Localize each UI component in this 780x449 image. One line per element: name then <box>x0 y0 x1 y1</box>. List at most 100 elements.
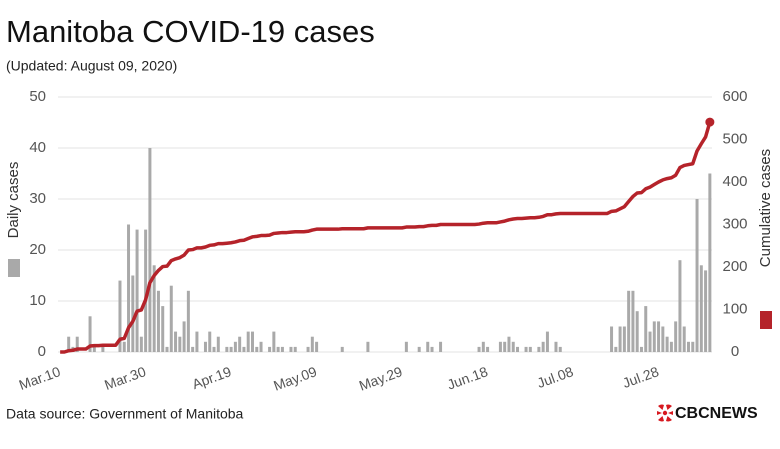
bar <box>203 341 207 352</box>
bar <box>545 331 549 352</box>
source: Data source: Government of Manitoba <box>6 406 244 422</box>
bar <box>622 326 626 352</box>
bar <box>686 341 690 352</box>
bar <box>75 336 79 352</box>
bar <box>618 326 622 352</box>
bar <box>186 290 190 352</box>
y-tick-label: 30 <box>29 190 46 207</box>
bar <box>127 224 131 352</box>
bar <box>366 341 370 352</box>
bar <box>195 331 199 352</box>
bar <box>537 346 541 352</box>
bar <box>682 326 686 352</box>
bar <box>144 229 148 352</box>
bar <box>165 346 169 352</box>
bar <box>255 346 259 352</box>
axis-title: Daily cases <box>5 162 22 239</box>
bar <box>156 290 160 352</box>
bar <box>665 336 669 352</box>
bar <box>161 306 165 352</box>
bar <box>426 341 430 352</box>
y2-tick-label: 300 <box>722 215 747 232</box>
y2-tick-label: 400 <box>722 173 747 190</box>
chart-subtitle: (Updated: August 09, 2020) <box>6 58 177 74</box>
bar <box>212 346 216 352</box>
y2-tick-label: 500 <box>722 130 747 147</box>
bar <box>289 346 293 352</box>
bar <box>178 336 182 352</box>
bar <box>174 331 178 352</box>
bar <box>88 316 92 352</box>
bar <box>259 341 263 352</box>
bar <box>503 341 507 352</box>
bar <box>216 336 220 352</box>
bar <box>477 346 481 352</box>
end-marker <box>705 117 715 127</box>
y-tick-label: 50 <box>29 88 46 105</box>
bar <box>208 331 212 352</box>
bar <box>101 346 105 352</box>
bar <box>439 341 443 352</box>
bar <box>614 346 618 352</box>
bar <box>242 346 246 352</box>
bar <box>627 290 631 352</box>
bar <box>417 346 421 352</box>
bar <box>704 270 708 352</box>
bar <box>122 341 126 352</box>
bar <box>524 346 528 352</box>
bar <box>695 199 699 352</box>
bar <box>280 346 284 352</box>
axis-title: Cumulative cases <box>757 149 774 267</box>
bar <box>430 346 434 352</box>
legend-swatch <box>8 259 20 277</box>
bar <box>135 229 139 352</box>
bar <box>657 321 661 352</box>
bar <box>293 346 297 352</box>
bar <box>238 336 242 352</box>
bar <box>404 341 408 352</box>
bar <box>233 341 237 352</box>
bar <box>246 331 250 352</box>
bar <box>631 290 635 352</box>
bar <box>118 280 122 352</box>
bar <box>182 321 186 352</box>
bar <box>507 336 511 352</box>
bar <box>306 346 310 352</box>
bar <box>669 341 673 352</box>
bar <box>276 346 280 352</box>
bar <box>610 326 614 352</box>
bar <box>169 285 173 352</box>
bar <box>498 341 502 352</box>
bar <box>250 331 254 352</box>
bar <box>516 346 520 352</box>
y2-tick-label: 0 <box>731 343 739 360</box>
bar <box>635 311 639 352</box>
y2-tick-label: 200 <box>722 258 747 275</box>
bar <box>340 346 344 352</box>
bar <box>541 341 545 352</box>
bar <box>678 260 682 352</box>
bar <box>691 341 695 352</box>
y-tick-label: 20 <box>29 241 46 258</box>
chart-title: Manitoba COVID-19 cases <box>6 14 375 49</box>
bar <box>148 148 152 352</box>
legend-swatch <box>760 311 772 329</box>
y-tick-label: 40 <box>29 139 46 156</box>
bar <box>67 336 71 352</box>
bar <box>315 341 319 352</box>
bar <box>639 346 643 352</box>
bar <box>699 265 703 352</box>
bar <box>131 275 135 352</box>
bar <box>648 331 652 352</box>
bar <box>225 346 229 352</box>
bar <box>511 341 515 352</box>
bar <box>661 326 665 352</box>
bar <box>652 321 656 352</box>
bar <box>708 173 712 352</box>
y2-tick-label: 100 <box>722 300 747 317</box>
bar <box>152 265 156 352</box>
bar <box>674 321 678 352</box>
bar <box>272 331 276 352</box>
